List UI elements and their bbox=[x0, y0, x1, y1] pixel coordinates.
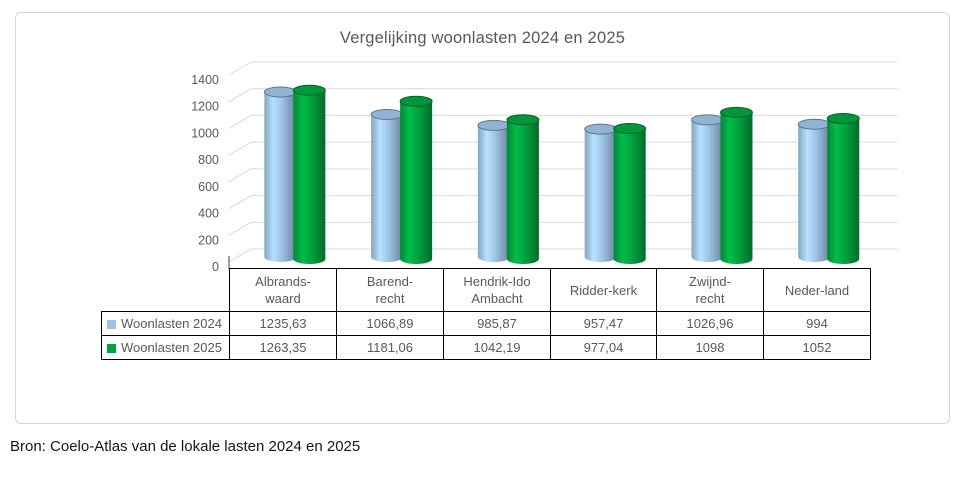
bar-woonlasten-2025-cat1 bbox=[399, 95, 433, 264]
table-row: Woonlasten 2024 1235,63 1066,89 985,87 957,4… bbox=[101, 311, 871, 336]
plot-area: 0 200 400 600 800 1000 1200 1400 bbox=[191, 61, 897, 274]
table-value: 1026,96 bbox=[656, 311, 764, 336]
cylinder-body bbox=[371, 114, 404, 262]
chart-title: Vergelijking woonlasten 2024 en 2025 bbox=[339, 29, 626, 47]
grid-depth-tick bbox=[228, 248, 252, 263]
cylinder-top bbox=[690, 114, 724, 126]
cylinder-top bbox=[477, 119, 511, 131]
y-axis: 0 200 400 600 800 1000 1200 1400 bbox=[191, 73, 230, 274]
gridlines bbox=[228, 61, 897, 263]
grid-depth-tick bbox=[228, 168, 252, 183]
table-value: 1042,19 bbox=[443, 335, 551, 360]
category-header: Neder-land bbox=[763, 268, 871, 312]
category-header: Albrands- waard bbox=[229, 268, 337, 312]
bar-woonlasten-2024-cat1 bbox=[370, 108, 404, 262]
table-value: 957,47 bbox=[550, 311, 657, 336]
table-value: 1066,89 bbox=[336, 311, 444, 336]
cylinder-top bbox=[584, 123, 618, 135]
table-value: 1181,06 bbox=[336, 335, 444, 360]
cylinder-top bbox=[292, 84, 326, 96]
table-row: Woonlasten 2025 1263,35 1181,06 1042,19 977,… bbox=[101, 335, 871, 360]
table-value: 1235,63 bbox=[229, 311, 337, 336]
cylinder-top bbox=[506, 114, 540, 126]
cylinder-top bbox=[613, 122, 647, 134]
y-axis-label: 800 bbox=[198, 153, 219, 167]
table-value: 985,87 bbox=[443, 311, 551, 336]
category-header: Barend- recht bbox=[336, 268, 444, 312]
cylinder-body bbox=[293, 90, 326, 265]
series-name: Woonlasten 2025 bbox=[121, 340, 222, 355]
cylinder-body bbox=[798, 124, 831, 263]
cylinder-top bbox=[263, 86, 297, 98]
bar-woonlasten-2025-cat5 bbox=[826, 112, 860, 264]
bar-woonlasten-2025-cat0 bbox=[292, 84, 326, 265]
cylinder-body bbox=[506, 119, 539, 264]
y-axis-label: 600 bbox=[198, 180, 219, 194]
table-value: 1052 bbox=[763, 335, 871, 360]
bar-woonlasten-2024-cat3 bbox=[584, 123, 618, 262]
y-axis-label: 400 bbox=[198, 207, 219, 221]
chart-data-table: Albrands- waard Barend- recht Hendrik-Ido … bbox=[101, 268, 871, 360]
grid-depth-tick bbox=[228, 195, 252, 210]
table-value: 977,04 bbox=[550, 335, 657, 360]
bar-woonlasten-2024-cat2 bbox=[477, 119, 511, 262]
y-axis-label: 1400 bbox=[191, 73, 219, 87]
cylinder-body bbox=[720, 112, 753, 264]
cylinder-top bbox=[719, 106, 753, 118]
cylinder-top bbox=[826, 112, 860, 124]
table-corner bbox=[102, 269, 230, 312]
cylinder-top bbox=[797, 118, 831, 130]
category-header: Ridder-kerk bbox=[550, 268, 657, 312]
y-axis-label: 1000 bbox=[191, 126, 219, 140]
y-axis-label: 0 bbox=[212, 260, 219, 274]
grid-depth-tick bbox=[228, 61, 252, 76]
cylinder-top bbox=[370, 108, 404, 120]
cylinder-body bbox=[264, 91, 297, 262]
legend-swatch bbox=[107, 320, 116, 329]
bar-woonlasten-2025-cat2 bbox=[506, 114, 540, 264]
bar-woonlasten-2025-cat3 bbox=[613, 122, 647, 264]
source-caption: Bron: Coelo-Atlas van de lokale lasten 2… bbox=[10, 438, 361, 455]
cylinder-top bbox=[399, 95, 433, 107]
cylinder-body bbox=[691, 119, 724, 262]
cylinder-body bbox=[827, 118, 860, 264]
bar-woonlasten-2024-cat4 bbox=[690, 114, 724, 262]
cylinder-body bbox=[584, 129, 617, 262]
grid-depth-tick bbox=[228, 221, 252, 236]
y-axis-label: 1200 bbox=[191, 100, 219, 114]
table-value: 1263,35 bbox=[229, 335, 337, 360]
table-value: 994 bbox=[763, 311, 871, 336]
grid-depth-tick bbox=[228, 114, 252, 129]
category-header: Zwijnd- recht bbox=[656, 268, 764, 312]
chart-frame: 0 200 400 600 800 1000 1200 1400 Vergelijking w… bbox=[15, 12, 950, 424]
series-name: Woonlasten 2024 bbox=[121, 316, 222, 331]
table-value: 1098 bbox=[656, 335, 764, 360]
legend-cell: Woonlasten 2024 bbox=[101, 311, 230, 336]
y-axis-label: 200 bbox=[198, 233, 219, 247]
cylinder-body bbox=[477, 125, 510, 262]
legend-swatch bbox=[107, 344, 116, 353]
bar-woonlasten-2025-cat4 bbox=[719, 106, 753, 264]
cylinder-body bbox=[400, 101, 433, 264]
bars bbox=[263, 84, 860, 265]
cylinder-body bbox=[613, 128, 646, 264]
bar-woonlasten-2024-cat0 bbox=[263, 86, 297, 262]
grid-depth-tick bbox=[228, 141, 252, 156]
legend-cell: Woonlasten 2025 bbox=[101, 335, 230, 360]
category-header: Hendrik-Ido Ambacht bbox=[443, 268, 551, 312]
grid-depth-tick bbox=[228, 88, 252, 103]
bar-woonlasten-2024-cat5 bbox=[797, 118, 831, 263]
